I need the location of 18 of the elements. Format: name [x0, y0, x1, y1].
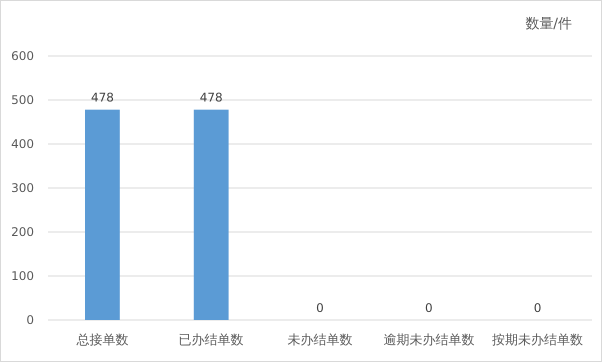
- x-tick-label: 逾期未办结单数: [383, 333, 474, 348]
- data-label: 0: [534, 301, 542, 315]
- data-label: 478: [200, 90, 223, 105]
- x-tick-label: 未办结单数: [288, 333, 352, 348]
- x-tick-label: 总接单数: [75, 333, 128, 348]
- data-label: 0: [424, 301, 433, 315]
- y-tick-label: 300: [11, 181, 34, 196]
- x-tick-label: 按期未办结单数: [492, 333, 584, 348]
- y-tick-label: 100: [11, 269, 34, 284]
- y-tick-label: 600: [11, 49, 34, 64]
- data-label: 0: [316, 301, 324, 315]
- y-tick-label: 200: [11, 225, 34, 240]
- data-label: 478: [90, 90, 114, 105]
- y-tick-label: 0: [26, 313, 34, 328]
- x-tick-label: 已办结单数: [178, 333, 244, 348]
- y-axis-title: 数量/件: [525, 16, 572, 32]
- y-tick-label: 500: [11, 93, 34, 108]
- y-tick-label: 400: [11, 137, 34, 152]
